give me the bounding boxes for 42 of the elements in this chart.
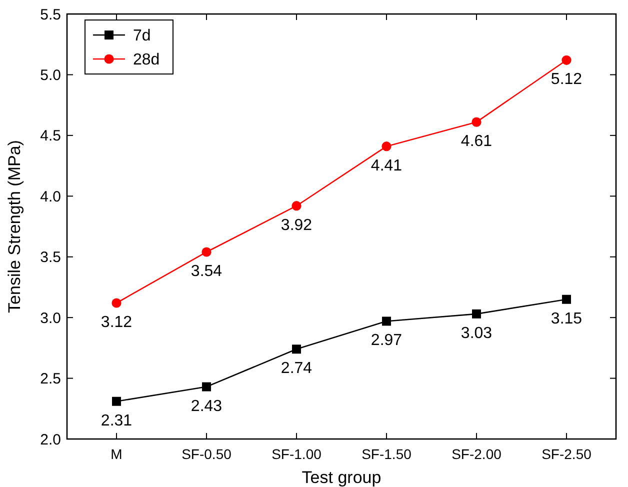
point	[292, 201, 302, 211]
point	[472, 117, 482, 127]
point	[202, 382, 211, 392]
y-tick-label: 5.0	[40, 66, 61, 84]
legend-label: 7d	[133, 28, 151, 45]
data-label: 2.74	[280, 360, 312, 378]
data-label: 4.61	[460, 133, 492, 150]
point	[472, 309, 481, 318]
y-tick-label: 3.5	[40, 249, 61, 266]
legend-label: 28d	[133, 52, 160, 69]
point	[382, 142, 392, 152]
data-label: 3.92	[280, 216, 312, 234]
y-tick-label: 2.5	[40, 370, 61, 388]
data-label: 3.03	[460, 324, 492, 342]
data-label: 4.41	[370, 157, 402, 174]
x-tick-label: M	[110, 446, 122, 462]
data-label: 3.15	[550, 310, 582, 328]
x-tick-label: SF-2.50	[542, 446, 592, 462]
y-tick-label: 4.0	[40, 188, 61, 206]
data-label: 3.12	[100, 314, 132, 331]
point	[382, 316, 391, 326]
x-tick-label: SF-2.00	[452, 446, 502, 462]
y-tick-label: 5.5	[40, 6, 61, 24]
data-label: 3.54	[190, 263, 222, 280]
x-axis-title: Test group	[302, 468, 382, 487]
data-label: 5.12	[550, 71, 582, 88]
point	[202, 247, 212, 257]
data-label: 2.31	[100, 412, 132, 430]
x-tick-label: SF-0.50	[182, 446, 232, 462]
point	[562, 55, 572, 65]
y-axis-title: Tensile Strength (MPa)	[5, 140, 24, 313]
point	[562, 294, 571, 304]
y-tick-label: 3.0	[40, 310, 61, 327]
y-tick-label: 2.0	[40, 431, 61, 448]
y-tick-label: 4.5	[40, 128, 61, 145]
data-label: 2.97	[370, 332, 402, 350]
data-label: 2.43	[190, 398, 222, 415]
point	[112, 396, 121, 406]
x-tick-label: SF-1.00	[272, 446, 322, 462]
point	[292, 344, 301, 354]
point	[112, 298, 122, 308]
x-tick-label: SF-1.50	[362, 446, 412, 462]
